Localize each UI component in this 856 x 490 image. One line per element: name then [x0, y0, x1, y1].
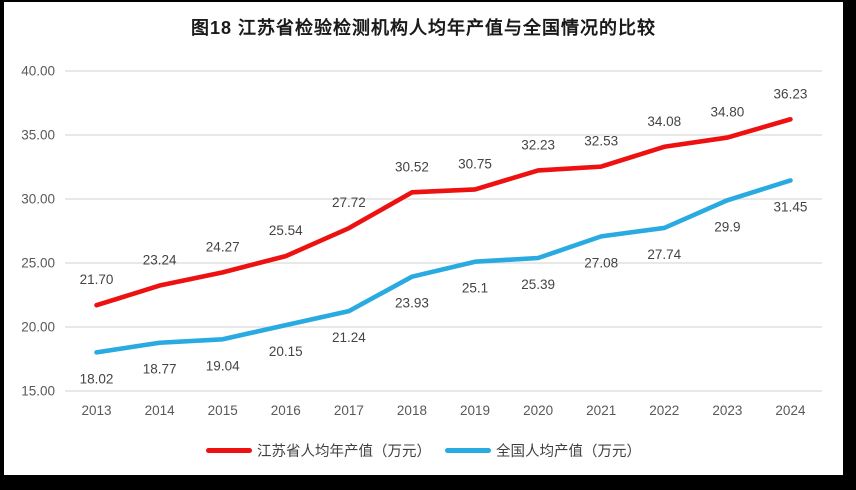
- y-axis-tick-label: 15.00: [21, 384, 55, 399]
- data-label: 20.15: [269, 344, 303, 359]
- data-label: 34.08: [647, 114, 681, 129]
- data-label: 25.39: [521, 277, 555, 292]
- data-label: 27.08: [584, 255, 618, 270]
- window-frame-bottom: [0, 475, 856, 490]
- chart-title: 图18 江苏省检验检测机构人均年产值与全国情况的比较: [190, 18, 657, 38]
- legend-line-swatch-jiangsu: [206, 447, 252, 453]
- legend-item-jiangsu: 江苏省人均年产值（万元）: [206, 440, 431, 461]
- data-label: 19.04: [206, 358, 240, 373]
- data-label: 32.23: [521, 137, 555, 152]
- x-axis-tick-label: 2022: [649, 403, 679, 418]
- legend-item-national: 全国人均产值（万元）: [445, 440, 641, 461]
- data-label: 21.24: [332, 330, 366, 345]
- data-label: 30.52: [395, 159, 429, 174]
- x-axis-tick-label: 2019: [460, 403, 490, 418]
- data-label: 21.70: [80, 272, 114, 287]
- y-axis-tick-label: 20.00: [21, 320, 55, 335]
- data-label: 32.53: [584, 134, 618, 149]
- x-axis-tick-label: 2018: [397, 403, 427, 418]
- data-label: 18.77: [143, 362, 177, 377]
- legend-label-jiangsu: 江苏省人均年产值（万元）: [257, 443, 431, 460]
- y-axis-tick-label: 25.00: [21, 256, 55, 271]
- x-axis-tick-label: 2020: [523, 403, 553, 418]
- data-label: 36.23: [774, 86, 808, 101]
- data-label: 27.74: [647, 247, 681, 262]
- x-axis-tick-label: 2023: [712, 403, 742, 418]
- window-frame-top: [0, 0, 856, 2]
- x-axis-tick-label: 2013: [82, 403, 112, 418]
- series-line-0: [94, 116, 793, 308]
- data-label: 23.93: [395, 296, 429, 311]
- data-label: 29.9: [714, 219, 740, 234]
- data-label: 24.27: [206, 239, 240, 254]
- data-label: 31.45: [774, 199, 808, 214]
- y-axis-tick-label: 35.00: [21, 128, 55, 143]
- x-axis-tick-label: 2016: [271, 403, 301, 418]
- x-axis-tick-label: 2014: [145, 403, 176, 418]
- data-label: 30.75: [458, 156, 492, 171]
- data-label: 34.80: [710, 105, 744, 120]
- legend-label-national: 全国人均产值（万元）: [496, 443, 641, 460]
- data-label: 27.72: [332, 195, 366, 210]
- data-label: 23.24: [143, 253, 177, 268]
- data-label: 18.02: [80, 371, 114, 386]
- y-axis-tick-label: 40.00: [21, 64, 55, 79]
- window-frame-left: [0, 0, 4, 490]
- x-axis-tick-label: 2024: [775, 403, 806, 418]
- series-line-1: [94, 178, 793, 355]
- x-axis-tick-label: 2017: [334, 403, 364, 418]
- data-label: 25.1: [462, 281, 488, 296]
- x-axis-tick-label: 2021: [586, 403, 616, 418]
- x-axis-tick-label: 2015: [208, 403, 238, 418]
- y-axis-tick-label: 30.00: [21, 192, 55, 207]
- legend: 江苏省人均年产值（万元） 全国人均产值（万元）: [4, 437, 843, 463]
- data-label: 25.54: [269, 223, 303, 238]
- window-frame-right: [843, 0, 856, 490]
- legend-line-swatch-national: [445, 447, 491, 453]
